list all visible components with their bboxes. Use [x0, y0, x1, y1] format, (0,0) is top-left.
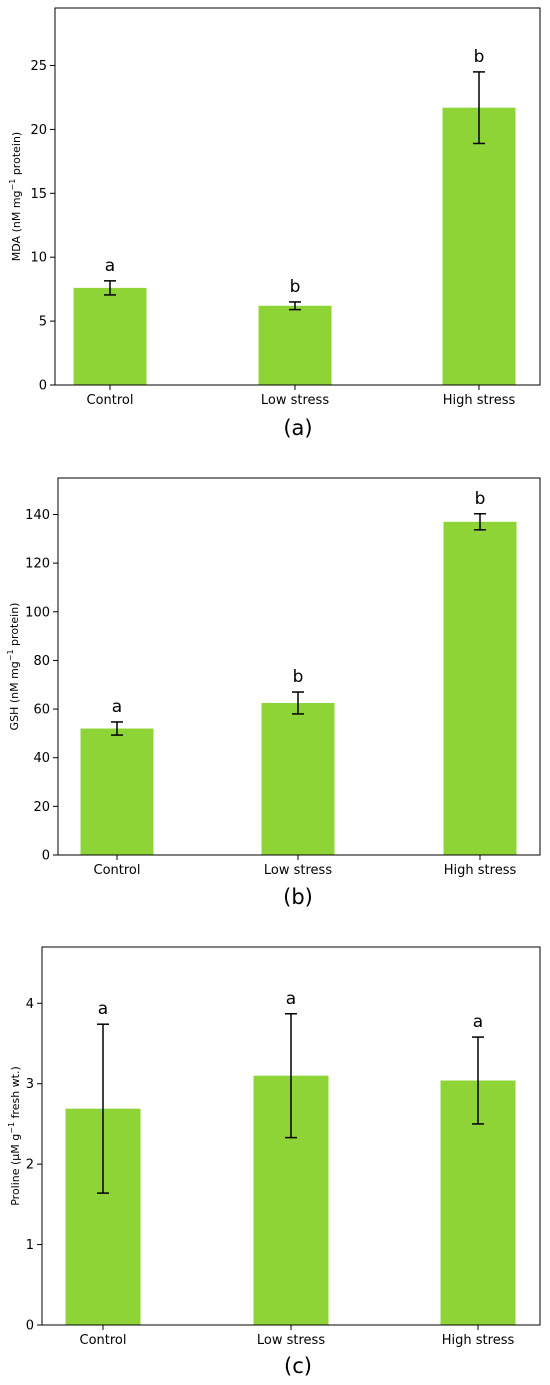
y-axis-label: GSH (nM mg−1 protein)	[6, 603, 21, 731]
y-axis-label-part: GSH (nM mg	[8, 661, 21, 730]
significance-label: a	[286, 989, 296, 1009]
significance-label: b	[293, 667, 304, 687]
y-axis-label-superscript: −1	[7, 1122, 16, 1134]
y-axis-label-part: fresh wt.)	[9, 1066, 22, 1122]
y-axis-label: MDA (nM mg−1 protein)	[8, 132, 23, 261]
error-bar-2	[472, 1036, 484, 1125]
error-bar-0	[104, 280, 116, 296]
x-tick-label: Low stress	[257, 1333, 325, 1348]
significance-label: a	[98, 999, 108, 1019]
y-tick-label: 1	[26, 1238, 34, 1253]
y-tick-label: 0	[39, 379, 47, 394]
error-bar-1	[292, 691, 304, 715]
x-tick-label: High stress	[442, 1333, 515, 1348]
x-tick-label: Control	[87, 393, 134, 408]
x-tick-label: Control	[80, 1333, 127, 1348]
bar-1	[261, 702, 335, 855]
error-bar-2	[473, 71, 485, 145]
y-tick-label: 100	[25, 605, 50, 620]
plot-frame	[54, 7, 541, 386]
y-tick-label: 0	[26, 1319, 34, 1334]
significance-label: a	[112, 697, 122, 717]
y-tick-label: 10	[30, 251, 47, 266]
bar-2	[442, 107, 516, 385]
x-tick-label: Low stress	[261, 393, 329, 408]
y-axis-label-part: protein)	[8, 603, 21, 650]
y-axis-label-part: MDA (nM mg	[10, 190, 23, 261]
error-bar-2	[474, 513, 486, 531]
chart-panel-3: a a a 0 1 2 3 4 Control Low stress High stress Prol…	[7, 946, 541, 1378]
y-axis-label-superscript: −1	[6, 649, 15, 661]
x-tick-label: High stress	[443, 393, 516, 408]
bar-2	[443, 521, 517, 855]
y-tick-label: 2	[26, 1158, 34, 1173]
significance-label: b	[474, 47, 485, 67]
significance-label: b	[475, 489, 486, 509]
significance-label: a	[105, 256, 115, 276]
error-bar-1	[285, 1013, 297, 1139]
y-tick-label: 60	[33, 703, 50, 718]
y-axis-label: Proline (μM g−1 fresh wt.)	[7, 1066, 22, 1206]
chart-panel-1: a b b 0 5 10 15 20 25 Control Low stress High stres…	[8, 7, 541, 440]
y-tick-label: 4	[26, 997, 34, 1012]
y-tick-label: 120	[25, 557, 50, 572]
panel-label: (c)	[284, 1354, 312, 1378]
panel-label: (a)	[283, 416, 312, 440]
y-tick-label: 20	[30, 123, 47, 138]
panel-label: (b)	[283, 885, 313, 909]
plot-frame	[57, 477, 541, 856]
significance-label: a	[473, 1012, 483, 1032]
y-axis-label-part: protein)	[10, 132, 23, 179]
y-tick-label: 25	[30, 59, 47, 74]
y-tick-label: 5	[39, 315, 47, 330]
bar-1	[258, 305, 332, 385]
y-tick-label: 15	[30, 187, 47, 202]
x-tick-label: High stress	[444, 863, 517, 878]
error-bar-1	[289, 301, 301, 311]
error-bar-0	[97, 1023, 109, 1194]
y-tick-label: 20	[33, 800, 50, 815]
x-tick-label: Control	[94, 863, 141, 878]
error-bar-0	[111, 721, 123, 736]
y-tick-label: 0	[42, 849, 50, 864]
x-tick-label: Low stress	[264, 863, 332, 878]
bar-0	[73, 287, 147, 385]
y-tick-label: 80	[33, 654, 50, 669]
y-tick-label: 40	[33, 751, 50, 766]
y-axis-label-superscript: −1	[8, 179, 17, 191]
bar-0	[80, 728, 154, 855]
y-tick-label: 140	[25, 508, 50, 523]
y-axis-label-part: Proline (μM g	[9, 1134, 22, 1206]
y-tick-label: 3	[26, 1077, 34, 1092]
significance-label: b	[290, 277, 301, 297]
chart-panel-2: a b b 0 20 40 60 80 100 120 140 Control Low stress Hi…	[6, 477, 541, 909]
